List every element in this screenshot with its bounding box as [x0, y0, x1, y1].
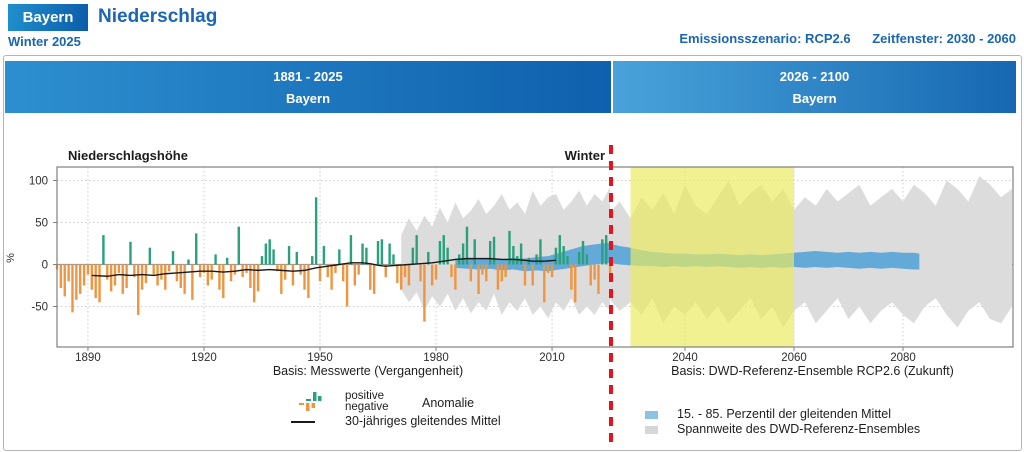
legend-percentile-label: 15. - 85. Perzentil der gleitenden Mitte… [677, 407, 892, 421]
percentile-band-swatch [645, 411, 658, 419]
panel-header-past: 1881 - 2025 Bayern [5, 61, 611, 113]
svg-text:0: 0 [42, 260, 48, 272]
svg-text:50: 50 [35, 218, 48, 230]
svg-text:100: 100 [29, 176, 48, 188]
legend-positive-label: positive [345, 390, 384, 402]
svg-text:1950: 1950 [307, 352, 333, 364]
svg-text:1920: 1920 [191, 352, 217, 364]
basis-past-label: Basis: Messwerte (Vergangenheit) [272, 364, 464, 378]
svg-text:1980: 1980 [423, 352, 449, 364]
region-badge: Bayern [8, 4, 88, 31]
panel-past-region: Bayern [285, 90, 331, 106]
anomaly-legend-icon [299, 392, 322, 411]
moving-mean-line-swatch [291, 421, 315, 423]
present-divider-line [609, 145, 613, 443]
panel-future-region: Bayern [792, 90, 837, 106]
page-title: Niederschlag [98, 6, 218, 27]
measure-label: Niederschlagshöhe [68, 148, 188, 163]
legend-anomaly-label: Anomalie [422, 396, 475, 410]
basis-future-label: Basis: DWD-Referenz-Ensemble RCP2.6 (Zuk… [671, 364, 954, 378]
svg-text:2060: 2060 [781, 352, 807, 364]
svg-text:2080: 2080 [890, 352, 916, 364]
svg-text:-50: -50 [31, 302, 48, 314]
ensemble-band-swatch [645, 426, 658, 434]
season-label: Winter [564, 148, 605, 163]
precipitation-anomaly-chart: 1890 1920 1950 1980 2010 2040 2060 2080 100 50 0 -5… [29, 166, 1014, 364]
svg-text:1890: 1890 [75, 352, 101, 364]
season-year-label: Winter 2025 [8, 34, 81, 49]
scenario-info: Emissionsszenario: RCP2.6 Zeitfenster: 2… [661, 31, 1016, 46]
panel-past-period: 1881 - 2025 [273, 68, 343, 84]
legend-negative-label: negative [345, 401, 389, 413]
emissions-scenario-label: Emissionsszenario: RCP2.6 [679, 31, 851, 46]
legend-moving-mean-label: 30-jähriges gleitendes Mittel [345, 414, 501, 428]
panel-header-future: 2026 - 2100 Bayern [613, 61, 1016, 113]
legend-ensemble-label: Spannweite des DWD-Referenz-Ensembles [677, 422, 921, 436]
svg-text:2040: 2040 [672, 352, 698, 364]
svg-text:2010: 2010 [539, 352, 565, 364]
y-axis-unit-label: % [4, 253, 17, 263]
time-window-label: Zeitfenster: 2030 - 2060 [872, 31, 1016, 46]
panel-future-period: 2026 - 2100 [779, 68, 850, 84]
